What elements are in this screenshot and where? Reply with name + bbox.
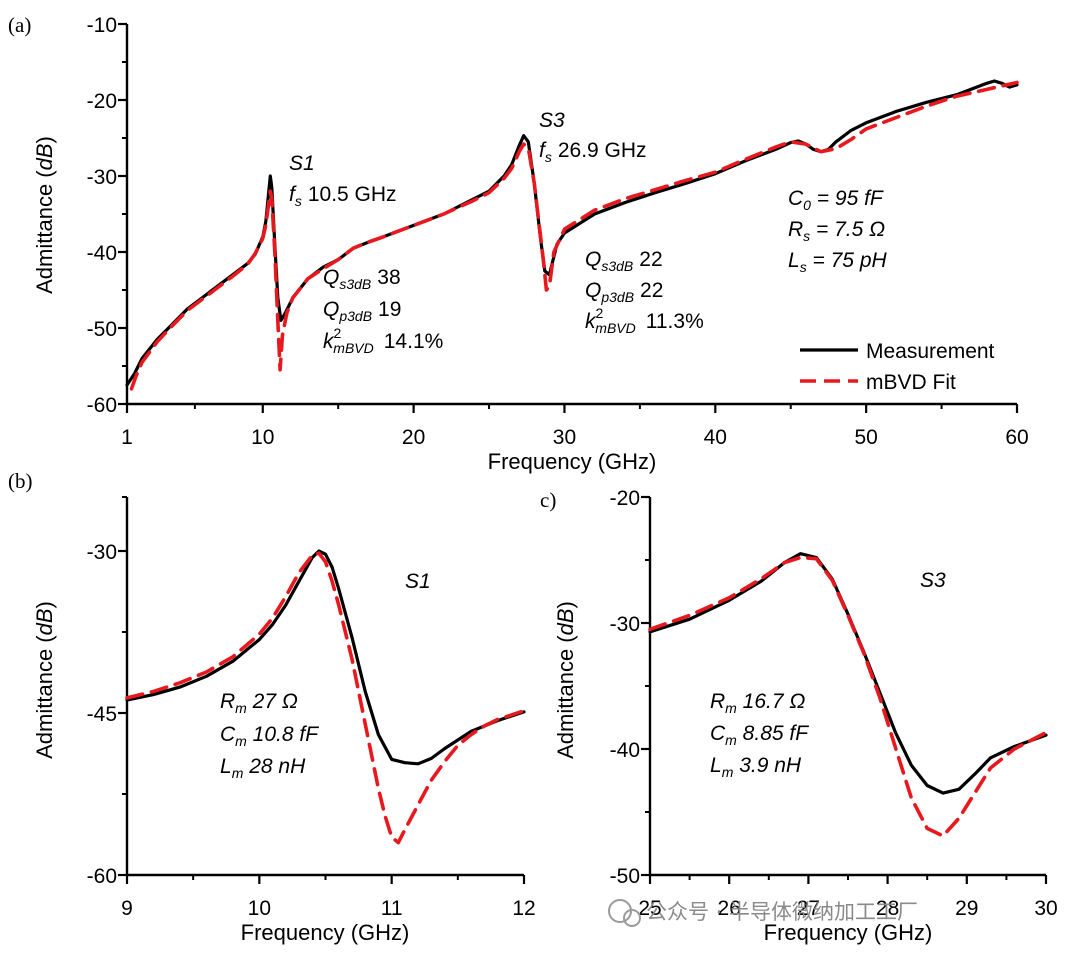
panel-a-series	[125, 79, 1019, 391]
x-tick-label: 20	[402, 426, 425, 449]
x-tick-label: 11	[381, 897, 403, 920]
legend-fit-label: mBVD Fit	[866, 371, 956, 394]
s1-fs: fs 10.5 GHz	[289, 183, 397, 209]
param-c0: C0 = 95 fF	[788, 187, 884, 213]
panel-b-xlabel: Frequency (GHz)	[241, 920, 410, 945]
panel-b-lm: Lm 28 nH	[220, 755, 306, 781]
s3-q-p3db: Qp3dB 22	[585, 279, 663, 305]
y-tick-label: -50	[610, 865, 640, 888]
panel-a-label: (a)	[8, 13, 31, 37]
x-tick-label: 29	[955, 897, 978, 920]
x-tick-label: 10	[251, 426, 274, 449]
panel-c-xlabel: Frequency (GHz)	[764, 920, 933, 945]
panel-b-ylabel: Admittance (dB)	[32, 601, 57, 759]
panel-a-axes: 1 10 20 30 40 50 60 -60 -50 -40 -30 -20 -10	[87, 14, 1029, 449]
s3-q-s3db: Qs3dB 22	[585, 248, 663, 274]
s1-title: S1	[289, 152, 315, 175]
s1-k2: k2 mBVD 14.1%	[323, 325, 443, 356]
y-tick-label: -30	[87, 166, 117, 189]
panel-a-chart: (a) 1 10 20 30 40 50 60 -60 -50 -40 -30 -20 -10 Freq…	[8, 13, 1029, 474]
series-mbvd-fit-line	[125, 551, 526, 845]
panel-c-series	[648, 552, 1048, 838]
panel-b-label: (b)	[8, 469, 33, 493]
x-tick-label: 10	[248, 897, 271, 920]
legend-measurement-label: Measurement	[866, 340, 995, 363]
y-tick-label: -30	[87, 541, 117, 564]
panel-b-rm: Rm 27 Ω	[220, 690, 298, 716]
panel-c-ylabel: Admittance (dB)	[553, 601, 578, 759]
y-tick-label: -40	[87, 242, 117, 265]
s3-title: S3	[539, 109, 565, 132]
y-tick-label: -60	[87, 865, 117, 888]
panel-b-series	[125, 549, 526, 845]
panel-a-ylabel: Admittance (dB)	[32, 136, 57, 294]
param-rs: Rs = 7.5 Ω	[788, 218, 885, 244]
x-tick-label: 28	[876, 897, 899, 920]
x-tick-label: 40	[704, 426, 727, 449]
panel-c-lm: Lm 3.9 nH	[710, 754, 802, 780]
x-tick-label: 9	[121, 897, 133, 920]
panel-c-chart: c) 25 26 27 28 29 30 -50 -40 -30 -20 Frequency (G…	[540, 487, 1058, 945]
y-tick-label: -50	[87, 318, 117, 341]
s1-q-s3db: Qs3dB 38	[323, 266, 401, 292]
panel-c-label: c)	[540, 488, 556, 512]
panel-b-chart: (b) 9 10 11 12 -60 -45 -30 Frequency (GHz) Adm…	[8, 469, 536, 945]
y-tick-label: -40	[610, 739, 640, 762]
series-mbvd-fit-line	[129, 80, 1019, 391]
legend: Measurement mBVD Fit	[800, 340, 995, 394]
y-tick-label: -30	[610, 613, 640, 636]
panel-b-axes: 9 10 11 12 -60 -45 -30	[87, 496, 536, 920]
x-tick-label: 25	[638, 897, 661, 920]
panel-a-xlabel: Frequency (GHz)	[488, 449, 657, 474]
x-tick-label: 60	[1005, 426, 1028, 449]
series-measurement-line	[125, 549, 526, 766]
y-tick-label: -20	[87, 90, 117, 113]
panel-c-cm: Cm 8.85 fF	[710, 722, 809, 748]
panel-b-resonance-name: S1	[405, 570, 431, 593]
s3-k2: k2 mBVD 11.3%	[585, 305, 704, 336]
param-ls: Ls = 75 pH	[788, 249, 887, 275]
panel-b-cm: Cm 10.8 fF	[220, 723, 319, 749]
x-tick-label: 12	[512, 897, 535, 920]
y-tick-label: -10	[87, 14, 117, 37]
series-mbvd-fit-line	[648, 555, 1048, 838]
x-tick-label: 30	[553, 426, 576, 449]
watermark: 公众号 · 半导体微纳加工工厂	[608, 899, 918, 927]
s1-q-p3db: Qp3dB 19	[323, 298, 401, 324]
x-tick-label: 26	[718, 897, 741, 920]
s3-fs: fs 26.9 GHz	[539, 139, 647, 165]
panel-c-rm: Rm 16.7 Ω	[710, 690, 805, 716]
panel-c-axes: 25 26 27 28 29 30 -50 -40 -30 -20	[610, 487, 1058, 920]
wechat-icon-bubble	[623, 909, 641, 927]
y-tick-label: -60	[87, 394, 117, 417]
y-tick-label: -45	[87, 703, 117, 726]
x-tick-label: 50	[854, 426, 877, 449]
x-tick-label: 1	[121, 426, 133, 449]
panel-c-resonance-name: S3	[920, 569, 946, 592]
x-tick-label: 30	[1034, 897, 1057, 920]
x-tick-label: 27	[797, 897, 820, 920]
watermark-text: 公众号 · 半导体微纳加工工厂	[646, 900, 918, 924]
y-tick-label: -20	[610, 487, 640, 510]
